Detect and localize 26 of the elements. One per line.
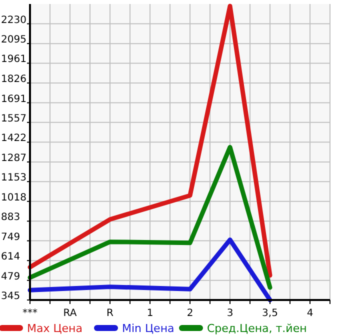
y-tick-label: 1422 [1, 133, 26, 144]
y-tick-label: 614 [1, 252, 20, 263]
legend-label: Max Цена [27, 322, 82, 335]
x-tick-label: *** [22, 308, 38, 319]
x-tick-label: R [106, 308, 114, 319]
y-tick-label: 1961 [1, 54, 26, 66]
legend-label: Сред.Цена, т.йен [207, 322, 307, 335]
x-tick-label: 3 [226, 308, 234, 319]
legend-label: Min Цена [122, 322, 174, 335]
y-tick-label: 479 [1, 271, 20, 282]
y-tick-label: 1018 [1, 192, 26, 204]
y-tick-label: 1557 [1, 113, 26, 124]
y-tick-label: 2095 [1, 34, 26, 46]
y-tick-label: 2230 [1, 14, 26, 26]
y-tick-label: 1153 [1, 172, 26, 184]
y-tick-label: 1691 [1, 94, 26, 105]
x-tick-label: 1 [146, 308, 154, 319]
y-tick-label: 749 [1, 232, 20, 243]
y-tick-label: 345 [1, 291, 20, 302]
y-tick-label: 883 [1, 212, 20, 224]
x-tick-label: 2 [186, 308, 194, 319]
x-tick-label: 4 [306, 308, 314, 319]
x-tick-label: RA [63, 308, 77, 319]
y-tick-label: 1826 [1, 74, 26, 85]
y-tick-label: 1287 [1, 152, 26, 164]
x-tick-label: 3,5 [262, 308, 278, 319]
